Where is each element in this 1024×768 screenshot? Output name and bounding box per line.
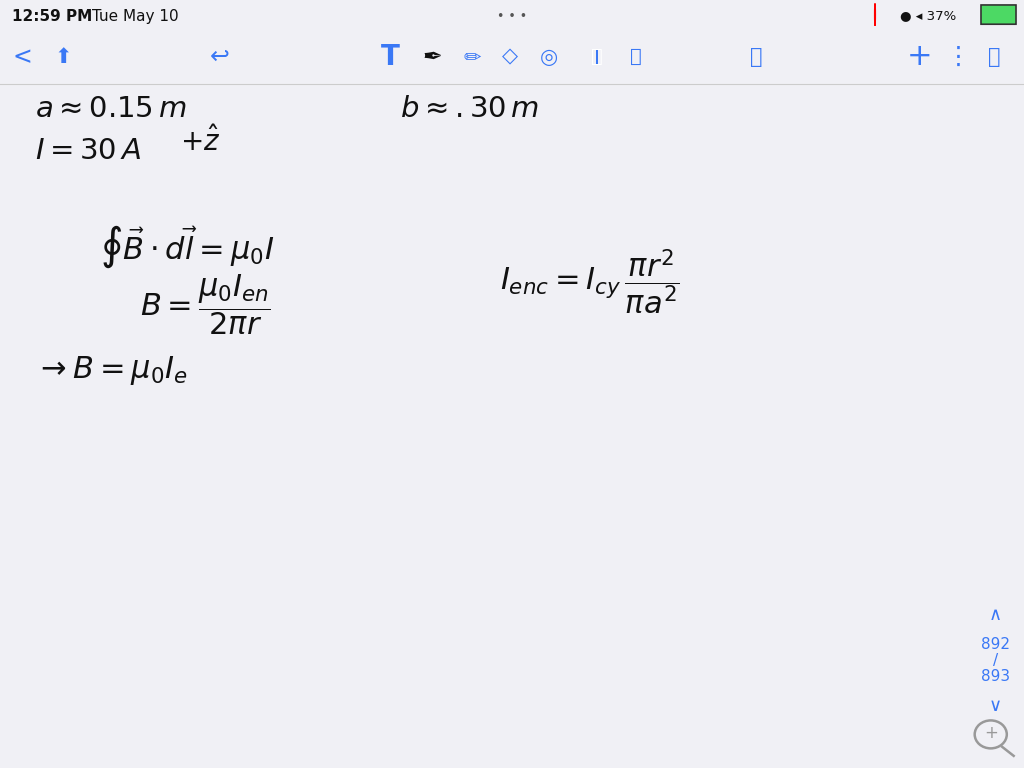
Text: +: + (907, 42, 933, 71)
Text: +: + (984, 724, 997, 743)
Text: ⋮: ⋮ (945, 45, 971, 69)
Text: <: < (12, 45, 32, 69)
Text: $a \approx 0.15\,m$: $a \approx 0.15\,m$ (35, 97, 186, 123)
Text: 👂: 👂 (630, 48, 642, 66)
Text: ⬜: ⬜ (988, 47, 1000, 67)
Text: ⬆: ⬆ (54, 47, 72, 67)
Text: /: / (992, 653, 998, 668)
Text: ↩: ↩ (210, 45, 229, 69)
Text: ◇: ◇ (502, 47, 518, 67)
FancyBboxPatch shape (981, 5, 1016, 25)
Text: 892: 892 (981, 637, 1010, 652)
Text: ✏: ✏ (463, 47, 480, 67)
Text: $b \approx .30\,m$: $b \approx .30\,m$ (400, 97, 540, 123)
Text: $\rightarrow B = \mu_0 I_e$: $\rightarrow B = \mu_0 I_e$ (35, 355, 187, 387)
Text: Tue May 10: Tue May 10 (92, 8, 178, 24)
Text: $+\hat{z}$: $+\hat{z}$ (180, 126, 220, 157)
Text: • • •: • • • (497, 9, 527, 22)
Text: $B = \dfrac{\mu_0 I_{en}}{2\pi r}$: $B = \dfrac{\mu_0 I_{en}}{2\pi r}$ (140, 273, 270, 337)
Text: ∨: ∨ (989, 697, 1001, 715)
Text: ● ◂ 37%: ● ◂ 37% (900, 9, 956, 22)
Text: 893: 893 (981, 669, 1010, 684)
Text: 12:59 PM: 12:59 PM (12, 8, 92, 24)
Text: ✒: ✒ (422, 45, 442, 69)
Text: ◎: ◎ (540, 47, 558, 67)
Text: 🎤: 🎤 (750, 47, 762, 67)
Text: $I = 30\,A$: $I = 30\,A$ (35, 138, 141, 164)
Text: ✋: ✋ (591, 48, 603, 66)
Text: $\oint \vec{B} \cdot d\vec{l} = \mu_0 I$: $\oint \vec{B} \cdot d\vec{l} = \mu_0 I$ (100, 223, 274, 270)
Text: $I_{enc} = I_{cy}\,\dfrac{\pi r^2}{\pi a^2}$: $I_{enc} = I_{cy}\,\dfrac{\pi r^2}{\pi a… (500, 247, 680, 317)
Text: ∧: ∧ (989, 606, 1001, 624)
Text: T: T (381, 43, 399, 71)
